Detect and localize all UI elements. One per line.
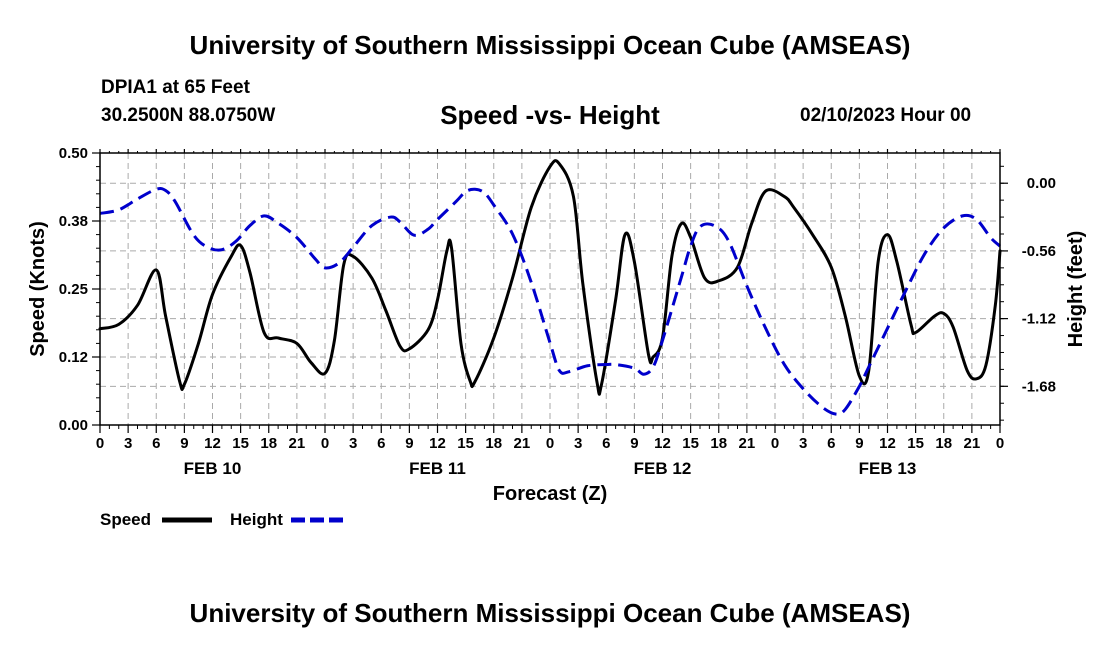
x-tick-label: 15 xyxy=(682,435,699,452)
y-axis-right-label: Height (feet) xyxy=(1065,231,1087,348)
date-label: FEB 12 xyxy=(634,459,692,478)
y-left-tick-label: 0.00 xyxy=(59,417,88,434)
y-left-tick-label: 0.12 xyxy=(59,349,88,366)
x-tick-label: 9 xyxy=(180,435,188,452)
x-tick-label: 12 xyxy=(429,435,446,452)
x-tick-label: 18 xyxy=(710,435,727,452)
x-tick-label: 6 xyxy=(827,435,835,452)
chart-main-title: University of Southern Mississippi Ocean… xyxy=(189,30,911,60)
y-right-tick-label: -1.12 xyxy=(1022,311,1056,328)
station-coordinates: 30.2500N 88.0750W xyxy=(101,105,276,126)
x-tick-label: 15 xyxy=(232,435,249,452)
x-tick-label: 15 xyxy=(907,435,924,452)
y-right-tick-label: 0.00 xyxy=(1027,175,1056,192)
x-tick-label: 21 xyxy=(964,435,981,452)
height-series-line xyxy=(99,187,1002,416)
grid-lines xyxy=(100,153,1000,425)
x-tick-label: 3 xyxy=(574,435,582,452)
x-tick-label: 12 xyxy=(879,435,896,452)
x-tick-label: 21 xyxy=(289,435,306,452)
footer-title: University of Southern Mississippi Ocean… xyxy=(189,598,911,628)
y-left-tick-label: 0.25 xyxy=(59,281,88,298)
x-tick-label: 15 xyxy=(457,435,474,452)
x-tick-label: 6 xyxy=(152,435,160,452)
x-tick-label: 0 xyxy=(546,435,554,452)
date-label: FEB 10 xyxy=(184,459,242,478)
x-tick-label: 6 xyxy=(377,435,385,452)
x-tick-label: 9 xyxy=(630,435,638,452)
legend: Speed Height xyxy=(100,510,343,529)
x-axis-label: Forecast (Z) xyxy=(493,483,607,505)
x-tick-label: 0 xyxy=(321,435,329,452)
x-tick-label: 21 xyxy=(739,435,756,452)
chart-subtitle: Speed -vs- Height xyxy=(440,100,660,130)
x-tick-label: 21 xyxy=(514,435,531,452)
forecast-datetime: 02/10/2023 Hour 00 xyxy=(800,105,972,126)
station-label: DPIA1 at 65 Feet xyxy=(101,77,250,98)
y-right-tick-label: -0.56 xyxy=(1022,243,1056,260)
date-label: FEB 11 xyxy=(409,459,466,478)
y-left-tick-label: 0.50 xyxy=(59,145,88,162)
speed-series-line xyxy=(98,159,1002,396)
x-tick-label: 18 xyxy=(935,435,952,452)
x-tick-label: 3 xyxy=(349,435,357,452)
y-right-tick-label: -1.68 xyxy=(1022,378,1056,395)
x-tick-label: 0 xyxy=(96,435,104,452)
series-lines xyxy=(98,159,1002,416)
x-tick-label: 18 xyxy=(485,435,502,452)
x-tick-label: 3 xyxy=(799,435,807,452)
axes: 0 3 6 9 12 15 18 21 0 3 6 9 12 15 18 21 0 3 6 9 12 15 18 21 0 3 6 9… xyxy=(59,145,1056,478)
y-axis-left-label: Speed (Knots) xyxy=(27,221,49,357)
x-tick-label: 6 xyxy=(602,435,610,452)
x-tick-label: 12 xyxy=(204,435,221,452)
x-tick-label: 9 xyxy=(855,435,863,452)
x-tick-label: 0 xyxy=(771,435,779,452)
y-left-tick-label: 0.38 xyxy=(59,213,88,230)
x-tick-label: 9 xyxy=(405,435,413,452)
x-tick-label: 0 xyxy=(996,435,1004,452)
x-tick-label: 18 xyxy=(260,435,277,452)
date-label: FEB 13 xyxy=(859,459,917,478)
x-tick-label: 12 xyxy=(654,435,671,452)
legend-height-label: Height xyxy=(230,510,283,529)
legend-speed-label: Speed xyxy=(100,510,151,529)
x-tick-label: 3 xyxy=(124,435,132,452)
